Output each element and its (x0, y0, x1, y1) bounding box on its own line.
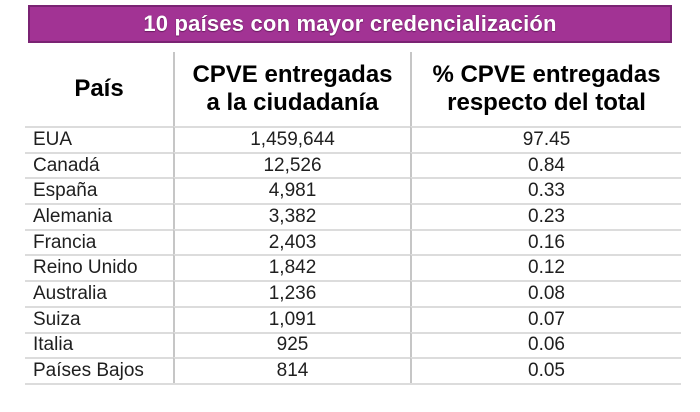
cell-pct: 0.33 (410, 177, 681, 204)
cell-cpve: 4,981 (173, 177, 410, 204)
column-header-pais: País (74, 74, 124, 102)
cell-cpve: 814 (173, 357, 410, 383)
cell-cpve: 3,382 (173, 203, 410, 229)
column-header-cpve: CPVE entregadas a la ciudadanía (173, 52, 410, 126)
cell-pct: 97.45 (410, 126, 681, 152)
cell-pais: Países Bajos (25, 357, 173, 383)
page-title: 10 países con mayor credencialización (143, 11, 557, 36)
cell-pct: 0.06 (410, 331, 681, 358)
cell-cpve: 2,403 (173, 228, 410, 255)
cell-pais: Francia (25, 228, 173, 255)
cell-pais: Suiza (25, 305, 173, 332)
cell-cpve: 1,459,644 (173, 126, 410, 152)
cell-pct: 0.05 (410, 357, 681, 383)
column-header-pct: % CPVE entregadas respecto del total (410, 52, 681, 126)
cell-cpve: 1,842 (173, 254, 410, 281)
cell-cpve: 12,526 (173, 151, 410, 178)
cell-pais: España (25, 177, 173, 203)
cell-pct: 0.07 (410, 305, 681, 332)
cell-cpve: 925 (173, 331, 410, 358)
cell-pais: EUA (25, 126, 173, 152)
cell-pct: 0.84 (410, 151, 681, 178)
credentialization-table: País CPVE entregadas a la ciudadanía % C… (25, 52, 681, 385)
cell-pct: 0.08 (410, 280, 681, 306)
cell-cpve: 1,091 (173, 305, 410, 332)
cell-pct: 0.23 (410, 203, 681, 229)
title-banner: 10 países con mayor credencialización (28, 5, 672, 43)
cell-pais: Alemania (25, 203, 173, 229)
cell-cpve: 1,236 (173, 280, 410, 306)
cell-pais: Canadá (25, 151, 173, 178)
cell-pct: 0.16 (410, 228, 681, 255)
cell-pais: Italia (25, 331, 173, 358)
cell-pais: Australia (25, 280, 173, 306)
cell-pais: Reino Unido (25, 254, 173, 280)
cell-pct: 0.12 (410, 254, 681, 281)
